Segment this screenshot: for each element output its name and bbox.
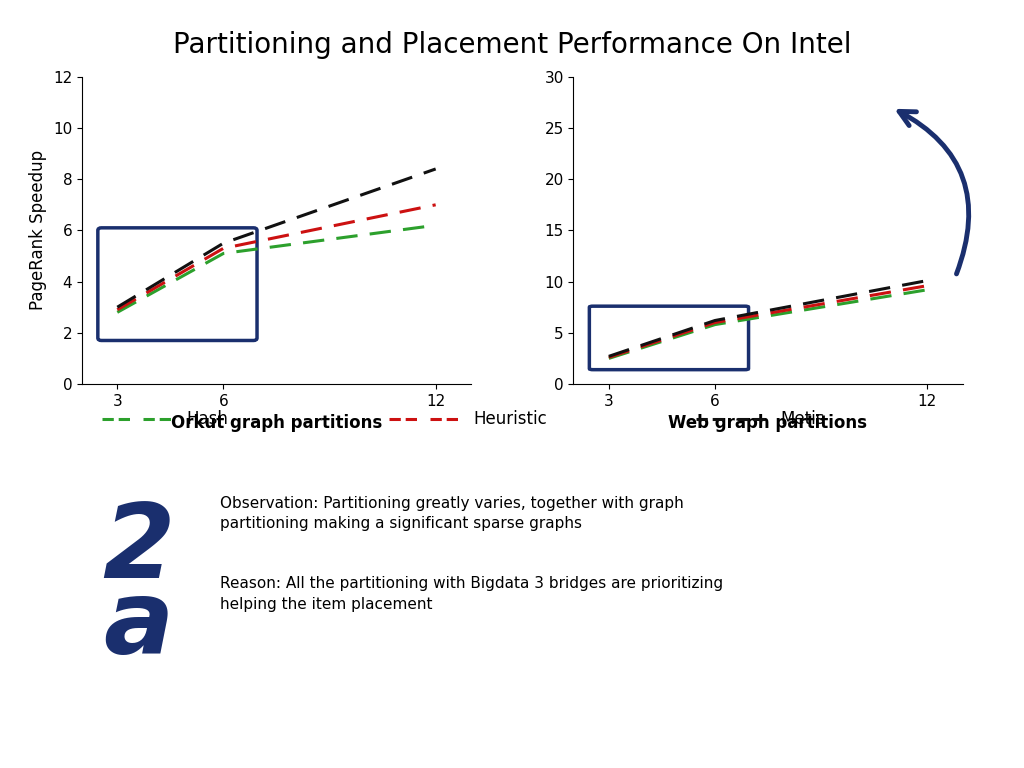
- Text: Hash: Hash: [186, 409, 228, 428]
- X-axis label: Web graph partitions: Web graph partitions: [669, 414, 867, 432]
- Text: Heuristic: Heuristic: [473, 409, 547, 428]
- Text: 2: 2: [102, 498, 174, 600]
- Text: Metis: Metis: [780, 409, 824, 428]
- Y-axis label: PageRank Speedup: PageRank Speedup: [30, 151, 47, 310]
- Text: Partitioning and Placement Performance On Intel: Partitioning and Placement Performance O…: [173, 31, 851, 58]
- Text: helping the item placement: helping the item placement: [220, 597, 433, 612]
- Text: Reason: All the partitioning with Bigdata 3 bridges are prioritizing: Reason: All the partitioning with Bigdat…: [220, 576, 723, 591]
- Text: a: a: [103, 575, 173, 677]
- Text: partitioning making a significant sparse graphs: partitioning making a significant sparse…: [220, 516, 583, 531]
- X-axis label: Orkut graph partitions: Orkut graph partitions: [171, 414, 382, 432]
- Text: Observation: Partitioning greatly varies, together with graph: Observation: Partitioning greatly varies…: [220, 495, 684, 511]
